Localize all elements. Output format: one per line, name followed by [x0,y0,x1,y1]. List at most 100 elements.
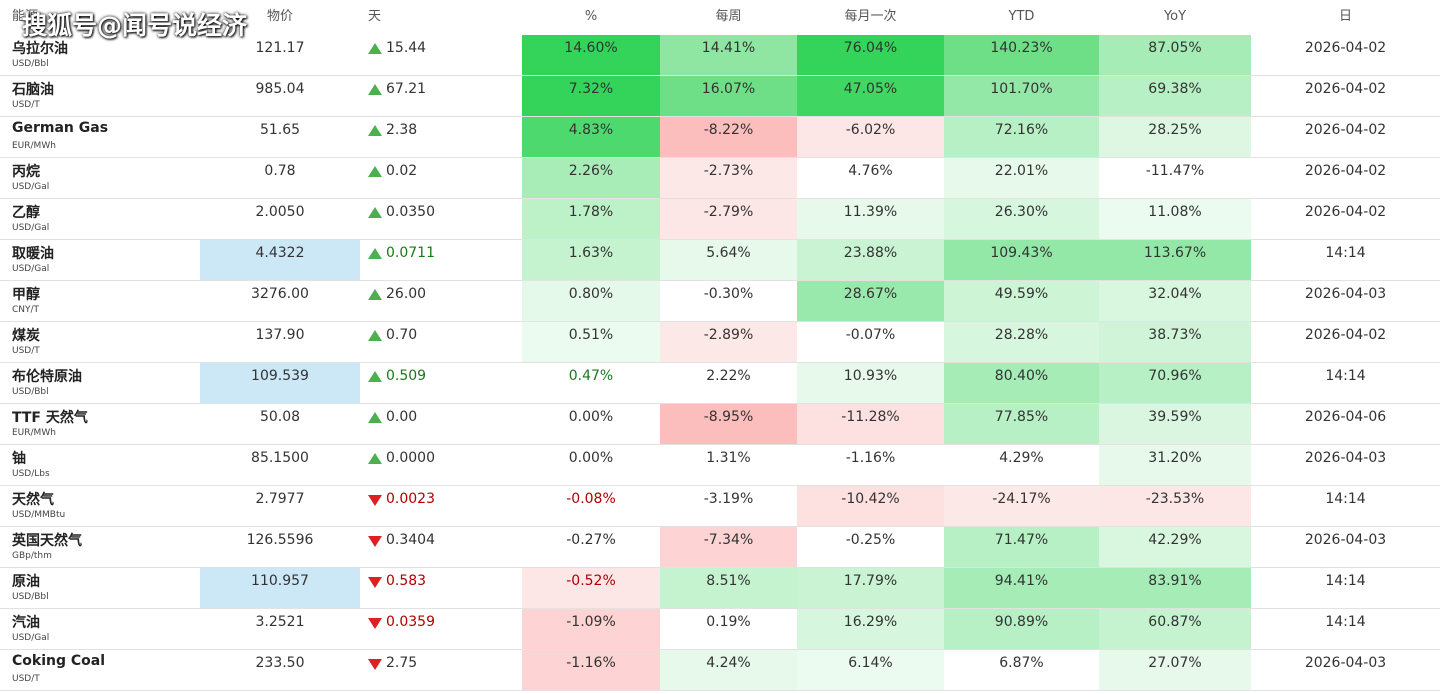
ytd-cell: 90.89% [944,609,1099,649]
name-cell: 乌拉尔油 USD/Bbl [0,35,200,75]
pct-cell: 2.26% [522,158,660,198]
month-cell: 10.93% [797,363,944,403]
price-cell: 4.4322 [200,240,360,280]
table-row: 煤炭 USD/T 137.90 0.70 0.51% -2.89% -0.07% 28.28%… [0,322,1440,363]
table-row: 石脑油 USD/T 985.04 67.21 7.32% 16.07% 47.05% 101.… [0,76,1440,117]
day-change: 26.00 [386,286,427,302]
price-cell: 2.7977 [200,486,360,526]
date-cell: 14:14 [1325,573,1366,589]
week-cell: 16.07% [660,76,797,116]
month-cell: 4.76% [797,158,944,198]
unit: USD/T [12,674,40,684]
pct-cell: 0.00% [522,445,660,485]
column-header: YoY [1163,9,1187,24]
day-change: 0.0350 [386,204,435,220]
name-cell: 铀 USD/Lbs [0,445,200,485]
name-cell: 乙醇 USD/Gal [0,199,200,239]
commodity-name: TTF 天然气 [12,410,88,426]
date-cell: 14:14 [1325,245,1366,261]
week-cell: -2.79% [660,199,797,239]
pct-cell: -0.27% [522,527,660,567]
month-cell: 16.29% [797,609,944,649]
day-change-cell: 0.0711 [360,240,522,280]
week-cell: 0.19% [660,609,797,649]
day-change: 0.0711 [386,245,435,261]
commodity-name: 布伦特原油 [12,369,82,385]
day-change: 0.509 [386,368,427,384]
pct-cell: 14.60% [522,35,660,75]
unit: USD/Bbl [12,59,49,69]
price-cell: 3.2521 [200,609,360,649]
trend-arrow [368,207,382,218]
day-change-cell: 2.75 [360,650,522,690]
day-change-cell: 15.44 [360,35,522,75]
day-change-cell: 0.509 [360,363,522,403]
ytd-cell: 140.23% [944,35,1099,75]
price-cell: 51.65 [200,117,360,157]
pct-cell: 0.80% [522,281,660,321]
week-cell: -2.89% [660,322,797,362]
pct-cell: 1.78% [522,199,660,239]
pct-cell: 0.00% [522,404,660,444]
column-header: 能源 [12,9,39,24]
table-row: TTF 天然气 EUR/MWh 50.08 0.00 0.00% -8.95% -11.28… [0,404,1440,445]
unit: USD/Bbl [12,387,49,397]
ytd-cell: 4.29% [944,445,1099,485]
price-cell: 121.17 [200,35,360,75]
trend-arrow [368,412,382,423]
price-cell: 233.50 [200,650,360,690]
trend-arrow [368,495,382,506]
trend-arrow [368,84,382,95]
trend-arrow [368,289,382,300]
day-change: 0.3404 [386,532,435,548]
trend-arrow [368,371,382,382]
commodity-name: Coking Coal [12,653,106,669]
week-cell: -7.34% [660,527,797,567]
month-cell: 76.04% [797,35,944,75]
trend-arrow [368,43,382,54]
ytd-cell: 109.43% [944,240,1099,280]
day-change-cell: 26.00 [360,281,522,321]
month-cell: 47.05% [797,76,944,116]
week-cell: 5.64% [660,240,797,280]
week-cell: 14.41% [660,35,797,75]
day-change-cell: 0.0350 [360,199,522,239]
price-cell: 126.5596 [200,527,360,567]
day-change-cell: 0.00 [360,404,522,444]
day-change: 0.0023 [386,491,435,507]
pct-cell: 7.32% [522,76,660,116]
day-change-cell: 0.70 [360,322,522,362]
day-change: 0.0000 [386,450,435,466]
name-cell: 布伦特原油 USD/Bbl [0,363,200,403]
month-cell: 6.14% [797,650,944,690]
trend-arrow [368,248,382,259]
table-row: 天然气 USD/MMBtu 2.7977 0.0023 -0.08% -3.19% -10.… [0,486,1440,527]
date-cell: 2026-04-02 [1304,163,1387,179]
commodity-name: 取暖油 [12,246,54,262]
price-cell: 0.78 [200,158,360,198]
column-header: YTD [1008,9,1035,24]
ytd-cell: 94.41% [944,568,1099,608]
commodity-name: 石脑油 [12,82,54,98]
month-cell: -11.28% [797,404,944,444]
trend-arrow [368,330,382,341]
week-cell: -3.19% [660,486,797,526]
column-header: 日 [1338,9,1352,24]
date-cell: 2026-04-03 [1304,450,1387,466]
price-cell: 2.0050 [200,199,360,239]
pct-cell: 1.63% [522,240,660,280]
date-cell: 14:14 [1325,368,1366,384]
day-change: 2.75 [386,655,418,671]
ytd-cell: -24.17% [944,486,1099,526]
date-cell: 2026-04-02 [1304,122,1387,138]
pct-cell: -0.52% [522,568,660,608]
commodity-name: 乌拉尔油 [12,41,68,57]
day-change-cell: 0.0359 [360,609,522,649]
name-cell: 英国天然气 GBp/thm [0,527,200,567]
week-cell: -8.22% [660,117,797,157]
yoy-cell: 28.25% [1099,117,1251,157]
name-cell: 丙烷 USD/Gal [0,158,200,198]
month-cell: -10.42% [797,486,944,526]
trend-arrow [368,536,382,547]
